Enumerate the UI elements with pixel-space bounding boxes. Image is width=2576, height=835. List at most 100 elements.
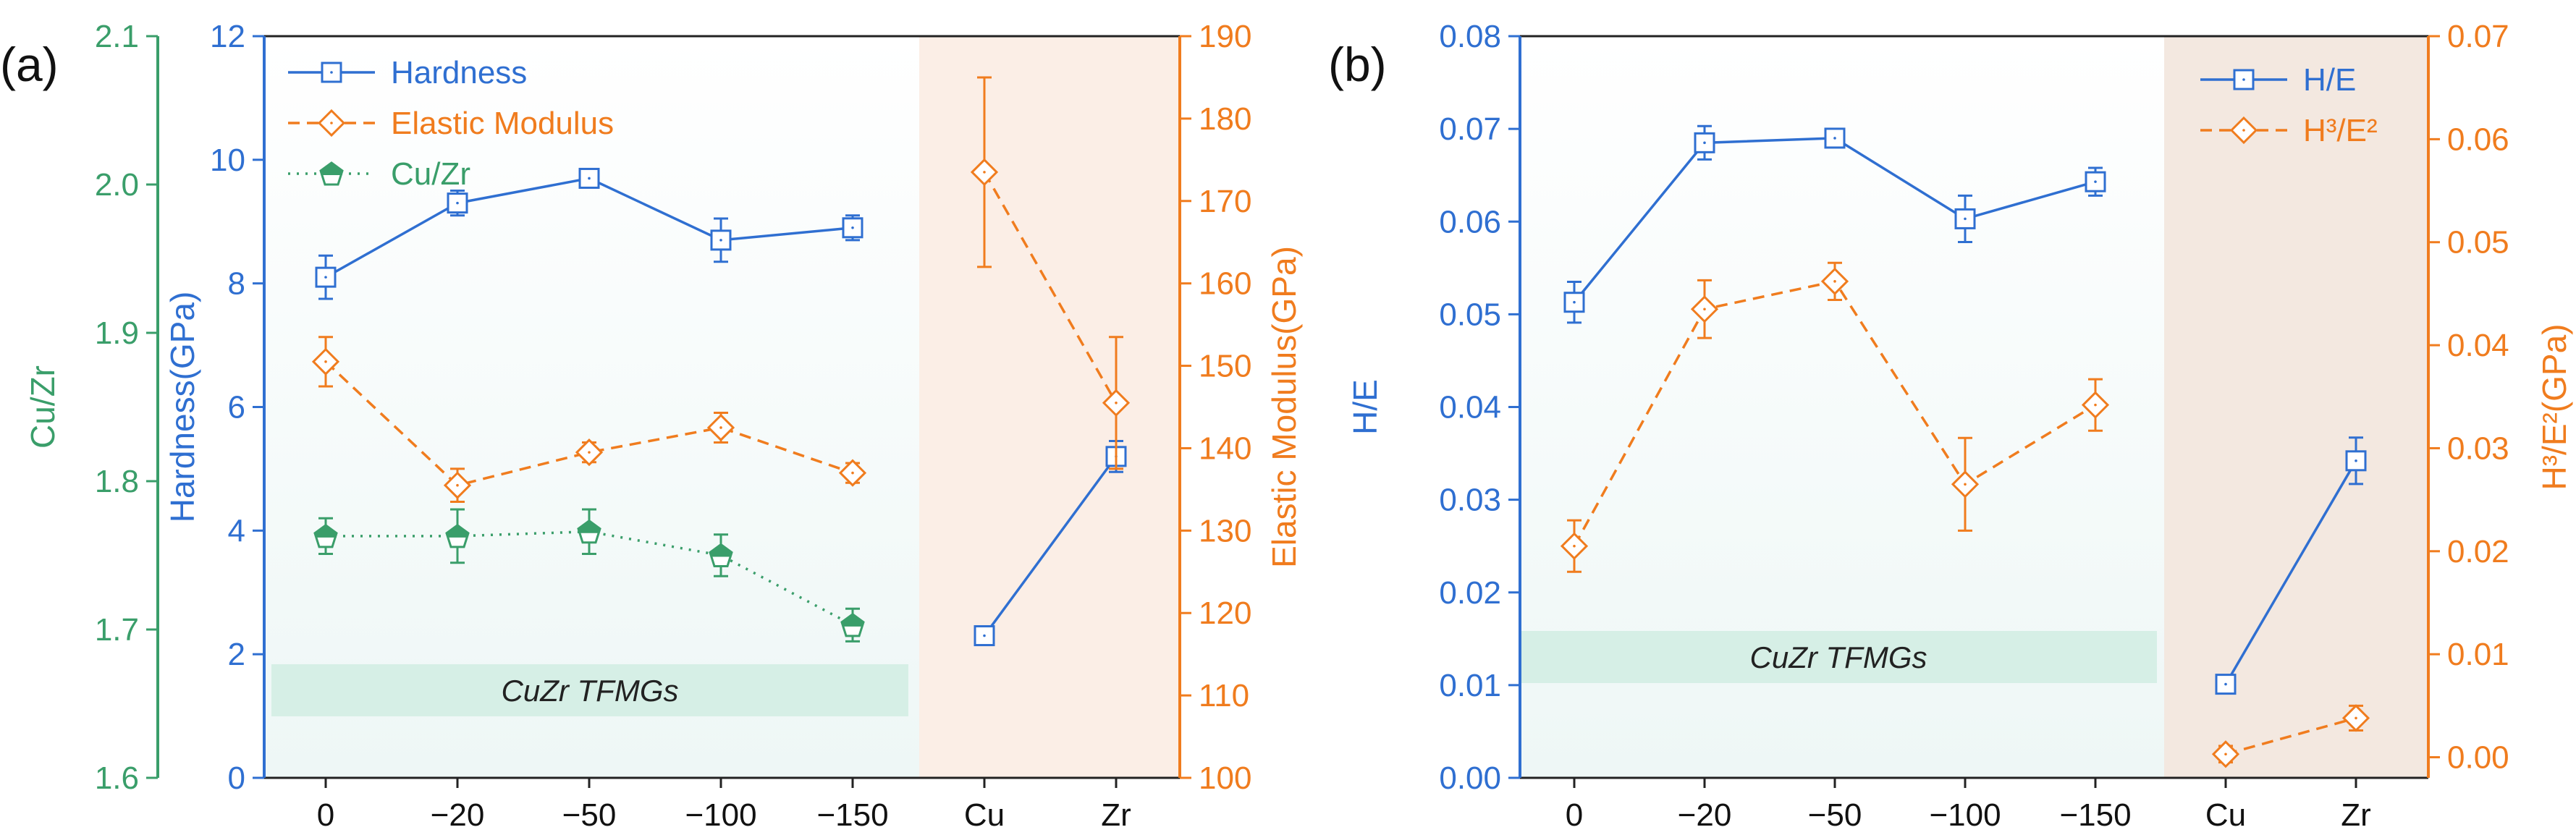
plot-shade-right <box>919 36 1180 778</box>
data-point-center <box>588 177 591 180</box>
series-2 <box>313 508 865 643</box>
data-point-center <box>1573 300 1576 304</box>
y-tick-label: 4 <box>228 513 245 548</box>
data-point-center <box>2355 459 2357 462</box>
y-tick-label: 130 <box>1199 513 1251 548</box>
tfmg-band <box>271 664 908 716</box>
y-axis-label-right: H³/E²(GPa) <box>2535 324 2573 491</box>
data-point-center <box>456 201 459 205</box>
data-point-fill <box>709 543 733 557</box>
y-tick-label: 0.06 <box>2447 122 2509 157</box>
x-tick-label: −150 <box>2059 797 2131 833</box>
y-tick-label: 0.03 <box>1439 483 1501 518</box>
data-point-center <box>983 634 986 637</box>
x-tick-label: Zr <box>2341 797 2371 833</box>
data-point-center <box>719 239 722 242</box>
y-tick-label: 0.00 <box>1439 760 1501 796</box>
y-tick-label: 0.01 <box>2447 637 2509 672</box>
y-tick-label: 0.03 <box>2447 431 2509 466</box>
data-point-center <box>1964 483 1967 486</box>
y-tick-label: 190 <box>1199 19 1251 54</box>
legend-label: H/E <box>2303 62 2356 98</box>
data-point-center <box>324 276 327 279</box>
legend-marker-fill <box>319 161 344 175</box>
data-point-center <box>1115 402 1118 404</box>
data-point-center <box>851 471 854 475</box>
legend-label: Hardness <box>391 55 527 90</box>
y-tick-label: 6 <box>228 390 245 425</box>
y-tick-label: 120 <box>1199 595 1251 631</box>
x-tick-label: Zr <box>1101 797 1131 833</box>
y-tick-label: 0.07 <box>1439 111 1501 147</box>
y-tick-label: 170 <box>1199 184 1251 219</box>
y-tick-label: 0.02 <box>1439 575 1501 611</box>
data-point-center <box>983 171 986 174</box>
series-line <box>324 360 853 487</box>
data-point-fill <box>445 524 470 538</box>
data-point-center <box>1703 141 1706 145</box>
y-tick-label: 2 <box>228 637 245 672</box>
data-point-fill <box>313 524 338 538</box>
data-point-center <box>2224 753 2227 756</box>
legend-marker-center <box>2242 78 2245 81</box>
plot-shade-right <box>2164 36 2428 778</box>
y-tick-label: 0.04 <box>1439 390 1501 425</box>
y-axis-label-left: Hardness(GPa) <box>164 292 201 523</box>
data-point-center <box>2094 403 2097 407</box>
series-line <box>983 455 1118 637</box>
y-axis-label-left: H/E <box>1346 379 1384 435</box>
data-point <box>1694 132 1715 153</box>
x-tick-label: −50 <box>562 797 617 833</box>
data-point <box>842 217 863 239</box>
data-point <box>1824 127 1846 149</box>
y-tick-label: 140 <box>1199 431 1251 466</box>
panel-label: (a) <box>0 38 59 91</box>
y-tick-label: 0.01 <box>1439 668 1501 703</box>
y-tick-label: 0.05 <box>1439 297 1501 332</box>
series-line <box>326 530 853 627</box>
series-line <box>2224 459 2357 685</box>
panel-b: CuZr TFMGs 0 −20 −50 −100 −150 Cu Zr 0.00 0.01 0.0… <box>1328 19 2573 833</box>
y-tick-label: 1.7 <box>95 612 139 648</box>
series-0 <box>315 167 1127 647</box>
legend-marker-center <box>330 122 333 124</box>
y-tick-label: 180 <box>1199 101 1251 137</box>
data-point-center <box>2355 716 2357 720</box>
data-point <box>578 167 600 189</box>
data-point-center <box>1703 308 1706 311</box>
x-tick-label: Cu <box>2205 797 2246 833</box>
x-tick-label: −150 <box>816 797 888 833</box>
legend-label: H³/E² <box>2303 113 2378 148</box>
data-point-center <box>2224 682 2227 686</box>
x-tick-label: 0 <box>1566 797 1583 833</box>
data-point-center <box>1573 544 1576 548</box>
data-point-center <box>324 360 327 363</box>
y-tick-label: 110 <box>1199 678 1249 713</box>
data-point <box>2345 450 2367 472</box>
data-point-center <box>1833 280 1836 283</box>
data-point-center <box>2094 180 2097 183</box>
y-tick-label: 1.6 <box>95 760 139 796</box>
y-tick-label: 0.07 <box>2447 19 2509 54</box>
y-tick-label: 0.00 <box>2447 740 2509 776</box>
data-point-center <box>456 483 459 487</box>
legend-marker-center <box>330 71 333 74</box>
y-tick-label: 0.04 <box>2447 328 2509 363</box>
y-tick-label: 2.1 <box>95 19 139 54</box>
y-tick-label: 8 <box>228 266 245 302</box>
x-tick-label: −20 <box>1678 797 1732 833</box>
y-tick-label: 100 <box>1199 760 1251 796</box>
legend-label: Elastic Modulus <box>391 106 614 141</box>
y-tick-label: 0.05 <box>2447 225 2509 260</box>
band-label: CuZr TFMGs <box>502 674 679 708</box>
y-tick-label: 0.08 <box>1439 19 1501 54</box>
x-tick-label: Cu <box>964 797 1005 833</box>
y-tick-label: 0.02 <box>2447 534 2509 569</box>
x-tick-label: −100 <box>685 797 756 833</box>
y-tick-label: 12 <box>210 19 245 54</box>
y-axis-label-left_outer: Cu/Zr <box>24 365 62 449</box>
data-point-fill <box>577 520 601 533</box>
y-tick-label: 150 <box>1199 349 1251 384</box>
data-point <box>1954 208 1976 229</box>
legend-label: Cu/Zr <box>391 156 470 192</box>
